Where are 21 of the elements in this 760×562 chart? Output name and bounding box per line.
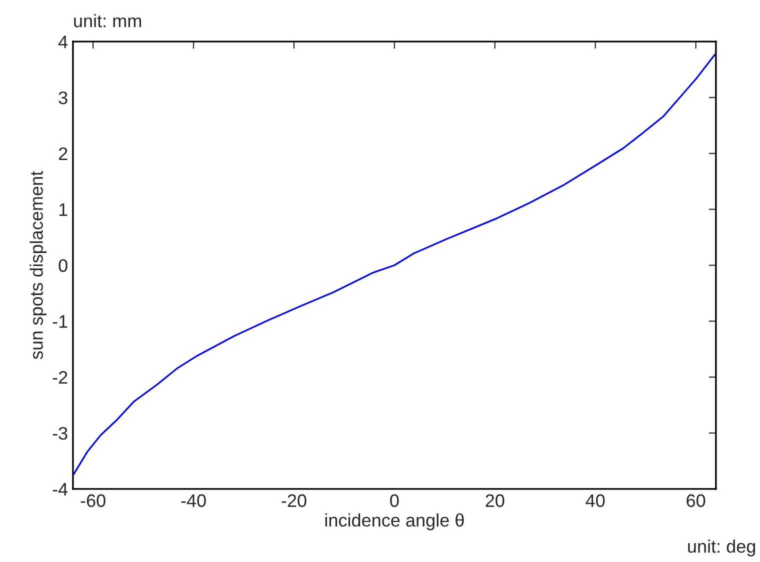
x-tick-label: 0 xyxy=(390,494,399,508)
x-tick-label: 20 xyxy=(486,494,504,508)
line-series xyxy=(73,54,716,475)
x-tick-label: -20 xyxy=(282,494,306,508)
y-tick-label: 4 xyxy=(58,36,68,48)
y-tick-label: -2 xyxy=(52,371,68,384)
x-tick-label: 40 xyxy=(586,494,605,508)
y-tick-label: -1 xyxy=(52,315,68,328)
x-tick-label: -40 xyxy=(181,494,206,508)
y-tick-label: 3 xyxy=(58,91,68,104)
y-tick-label: 1 xyxy=(59,203,68,216)
y-tick-label: -4 xyxy=(52,483,68,496)
text: unit: deg xyxy=(688,540,756,556)
y-axis-title: sun spots displacement xyxy=(30,171,46,360)
y-tick-label: 2 xyxy=(58,147,68,160)
y-tick-label: -3 xyxy=(52,426,68,440)
x-tick-label: 60 xyxy=(686,494,706,508)
text: unit: mm xyxy=(74,14,141,28)
x-axis-title: incidence angle θ xyxy=(325,513,464,530)
x-tick-label: -60 xyxy=(80,494,106,508)
y-tick-label: 0 xyxy=(58,259,68,272)
